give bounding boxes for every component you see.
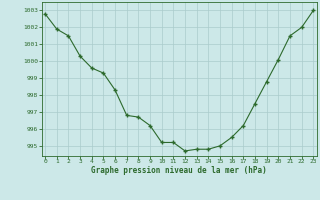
- X-axis label: Graphe pression niveau de la mer (hPa): Graphe pression niveau de la mer (hPa): [91, 166, 267, 175]
